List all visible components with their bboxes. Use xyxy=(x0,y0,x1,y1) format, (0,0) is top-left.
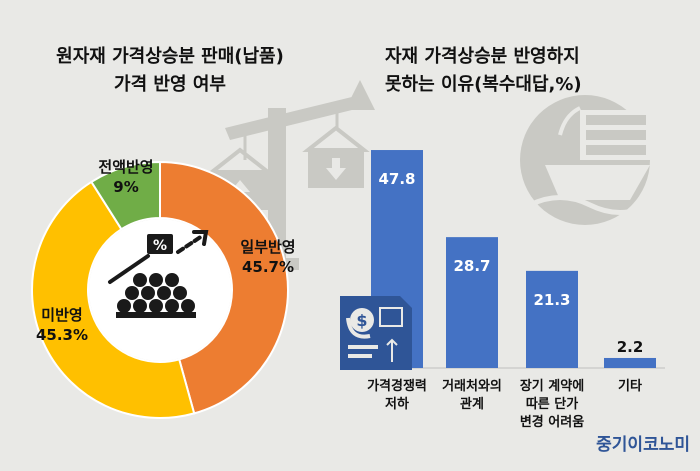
bar-value-label-2: 21.3 xyxy=(533,291,570,309)
globe-cargo-icon xyxy=(520,95,652,225)
bar-title-line-2: 못하는 이유(복수대답,%) xyxy=(385,74,582,95)
bar-category-label-2-0: 장기 계약에 xyxy=(520,378,584,394)
bar-category-label-3-0: 기타 xyxy=(618,378,642,394)
pie-chart-title: 원자재 가격상승분 판매(납품) 가격 반영 여부 xyxy=(56,46,284,95)
price-tag-icon: % xyxy=(147,234,173,254)
bar-value-label-3: 2.2 xyxy=(617,338,644,356)
bar-3 xyxy=(604,357,656,368)
donut-chart xyxy=(31,160,289,419)
svg-text:%: % xyxy=(153,238,167,254)
donut-slice-value-2: 9% xyxy=(113,178,138,196)
container-down-icon xyxy=(302,125,370,188)
money-document-icon: $ xyxy=(340,296,412,370)
donut-labels: 일부반영 45.7% 미반영 45.3% 전액반영 9% xyxy=(36,158,296,344)
bar-category-label-0-1: 저하 xyxy=(385,396,409,412)
brand-logo: 중기이코노미 xyxy=(596,435,690,455)
pie-title-line-1: 원자재 가격상승분 판매(납품) xyxy=(56,46,284,67)
donut-slice-label-1: 미반영 xyxy=(41,306,82,324)
donut-slice-label-2: 전액반영 xyxy=(98,158,153,176)
bar-category-label-0-0: 가격경쟁력 xyxy=(367,378,427,394)
bar-title-line-1: 자재 가격상승분 반영하지 xyxy=(385,46,580,67)
bar-value-label-0: 47.8 xyxy=(378,170,415,188)
bar-category-label-2-2: 변경 어려움 xyxy=(520,414,584,430)
donut-slice-0 xyxy=(159,160,289,415)
pipes-icon xyxy=(116,273,196,318)
svg-text:$: $ xyxy=(356,311,367,330)
bar-chart-title: 자재 가격상승분 반영하지 못하는 이유(복수대답,%) xyxy=(385,46,582,95)
bar-value-label-1: 28.7 xyxy=(453,257,490,275)
donut-slice-value-1: 45.3% xyxy=(36,326,88,344)
bar-category-label-1-1: 관계 xyxy=(460,396,484,412)
pie-title-line-2: 가격 반영 여부 xyxy=(114,74,226,95)
donut-slice-2 xyxy=(90,160,161,231)
donut-slice-label-0: 일부반영 xyxy=(240,238,295,256)
bar-2 xyxy=(526,270,578,368)
donut-slice-1 xyxy=(31,180,196,419)
bar-category-label-2-1: 따른 단가 xyxy=(526,396,578,412)
trend-arrow-icon xyxy=(108,230,209,284)
donut-slice-value-0: 45.7% xyxy=(242,258,294,276)
bar-category-label-1-0: 거래처와의 xyxy=(442,378,502,394)
bar-1 xyxy=(446,237,498,368)
